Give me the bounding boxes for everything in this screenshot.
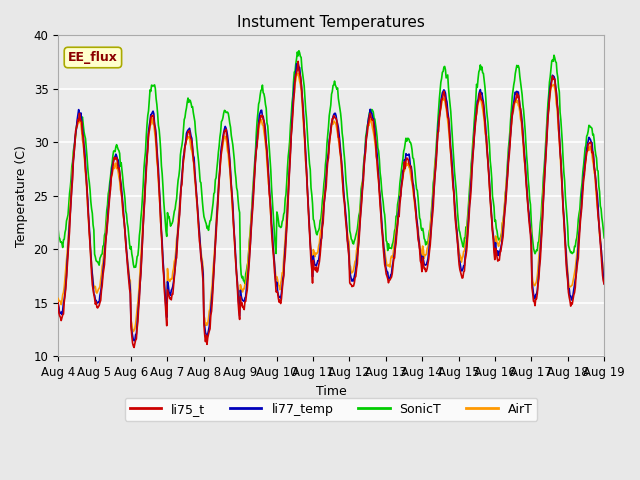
AirT: [294, 71, 302, 76]
Title: Instument Temperatures: Instument Temperatures: [237, 15, 425, 30]
li77_temp: [600, 281, 608, 287]
Line: AirT: AirT: [58, 73, 604, 332]
Y-axis label: Temperature (C): Temperature (C): [15, 145, 28, 247]
X-axis label: Time: Time: [316, 384, 346, 397]
AirT: [415, 235, 422, 240]
AirT: [120, 220, 128, 226]
li75_t: [131, 345, 138, 350]
li75_t: [600, 281, 608, 287]
li77_temp: [64, 248, 72, 253]
li75_t: [399, 174, 407, 180]
li77_temp: [131, 338, 139, 344]
AirT: [129, 329, 137, 335]
AirT: [54, 296, 62, 301]
SonicT: [399, 156, 407, 162]
li75_t: [205, 328, 213, 334]
li77_temp: [205, 324, 213, 329]
SonicT: [415, 205, 422, 211]
SonicT: [176, 166, 184, 172]
li77_temp: [415, 237, 422, 242]
AirT: [177, 191, 184, 196]
li75_t: [54, 300, 62, 306]
li75_t: [177, 198, 184, 204]
AirT: [399, 175, 407, 180]
li75_t: [294, 59, 302, 64]
SonicT: [64, 212, 72, 217]
Legend: li75_t, li77_temp, SonicT, AirT: li75_t, li77_temp, SonicT, AirT: [125, 398, 538, 420]
li77_temp: [177, 193, 184, 199]
SonicT: [241, 281, 249, 287]
Line: li75_t: li75_t: [58, 61, 604, 348]
SonicT: [120, 189, 128, 195]
Line: li77_temp: li77_temp: [58, 63, 604, 341]
li75_t: [64, 252, 72, 258]
Line: SonicT: SonicT: [58, 51, 604, 284]
AirT: [64, 237, 72, 243]
SonicT: [295, 48, 303, 54]
li75_t: [415, 240, 422, 246]
SonicT: [600, 235, 608, 240]
SonicT: [205, 228, 212, 233]
AirT: [600, 275, 608, 280]
Text: EE_flux: EE_flux: [68, 51, 118, 64]
SonicT: [54, 227, 62, 232]
AirT: [205, 308, 213, 314]
li77_temp: [294, 60, 302, 66]
li77_temp: [54, 301, 62, 307]
li77_temp: [399, 168, 407, 174]
li75_t: [120, 219, 128, 225]
li77_temp: [120, 219, 128, 225]
